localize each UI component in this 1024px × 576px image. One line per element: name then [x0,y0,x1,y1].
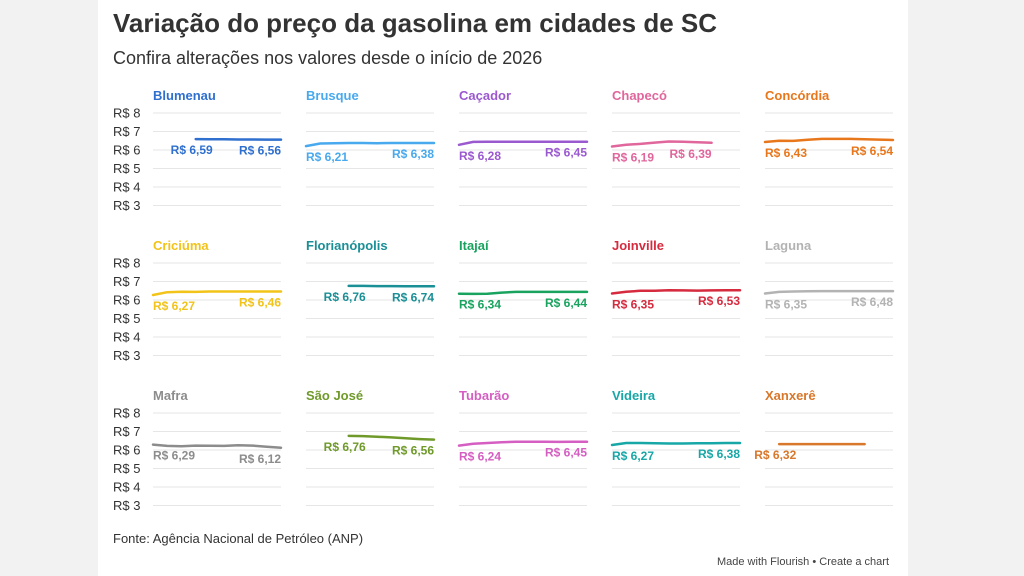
y-tick-label: R$ 6 [113,143,140,158]
end-value-label: R$ 6,38 [698,447,740,461]
y-tick-label: R$ 4 [113,180,140,195]
create-chart-link[interactable]: Create a chart [819,556,889,568]
y-tick-label: R$ 4 [113,330,140,345]
panel-title-brusque: Brusque [306,88,359,103]
end-value-label: R$ 6,74 [392,290,434,304]
y-tick-label: R$ 8 [113,256,140,271]
end-value-label: R$ 6,54 [851,144,893,158]
start-value-label: R$ 6,32 [754,448,796,462]
y-tick-label: R$ 6 [113,443,140,458]
y-tick-label: R$ 7 [113,274,140,289]
panel-title-cacador: Caçador [459,88,511,103]
panel-title-chapeco: Chapecó [612,88,667,103]
end-value-label: R$ 6,56 [239,144,281,158]
start-value-label: R$ 6,19 [612,150,654,164]
start-value-label: R$ 6,43 [765,146,807,160]
y-tick-label: R$ 3 [113,198,140,213]
start-value-label: R$ 6,34 [459,298,501,312]
credit-separator: • [812,556,817,568]
chart-card [98,0,908,576]
start-value-label: R$ 6,76 [324,440,366,454]
panel-title-mafra: Mafra [153,388,188,403]
panel-title-itajai: Itajaí [459,238,489,253]
y-tick-label: R$ 4 [113,480,140,495]
series-line-concordia [763,137,895,144]
end-value-label: R$ 6,45 [545,446,587,460]
start-value-label: R$ 6,59 [171,143,213,157]
y-tick-label: R$ 6 [113,293,140,308]
panel-title-joinville: Joinville [612,238,664,253]
series-line-joinville [610,288,742,295]
end-value-label: R$ 6,45 [545,146,587,160]
panel-title-blumenau: Blumenau [153,88,216,103]
y-tick-label: R$ 8 [113,406,140,421]
made-with-flourish-link[interactable]: Made with Flourish [716,556,810,568]
panel-title-concordia: Concórdia [765,88,830,103]
start-value-label: R$ 6,27 [612,449,654,463]
start-value-label: R$ 6,76 [324,290,366,304]
y-tick-label: R$ 8 [113,106,140,121]
start-value-label: R$ 6,29 [153,449,195,463]
end-value-label: R$ 6,12 [239,452,281,466]
y-tick-label: R$ 7 [113,424,140,439]
series-line-criciuma [151,290,283,297]
panel-title-tubarao: Tubarão [459,388,509,403]
end-value-label: R$ 6,39 [670,147,712,161]
end-value-label: R$ 6,56 [392,444,434,458]
start-value-label: R$ 6,21 [306,150,348,164]
end-value-label: R$ 6,53 [698,294,740,308]
y-tick-label: R$ 5 [113,311,140,326]
y-tick-label: R$ 5 [113,461,140,476]
series-line-laguna [763,289,895,295]
y-tick-label: R$ 3 [113,498,140,513]
series-line-brusque [304,141,436,148]
y-tick-label: R$ 3 [113,348,140,363]
end-value-label: R$ 6,38 [392,147,434,161]
start-value-label: R$ 6,27 [153,299,195,313]
start-value-label: R$ 6,35 [612,298,654,312]
end-value-label: R$ 6,44 [545,296,587,310]
panel-title-laguna: Laguna [765,238,812,253]
start-value-label: R$ 6,35 [765,298,807,312]
series-line-sao-jose [347,434,436,441]
series-line-mafra [151,443,283,450]
y-tick-label: R$ 7 [113,124,140,139]
series-line-videira [610,441,742,447]
chart-title: Variação do preço da gasolina em cidades… [113,8,718,38]
y-tick-label: R$ 5 [113,161,140,176]
series-line-itajai [457,290,589,296]
end-value-label: R$ 6,48 [851,295,893,309]
panel-title-sao-jose: São José [306,388,363,403]
series-line-chapeco [610,140,713,148]
series-line-cacador [457,140,589,147]
source-note: Fonte: Agência Nacional de Petróleo (ANP… [113,531,364,546]
start-value-label: R$ 6,24 [459,450,501,464]
panel-title-florianopolis: Florianópolis [306,238,388,253]
chart-subtitle: Confira alterações nos valores desde o i… [113,48,543,68]
flourish-credit: Made with Flourish • Create a chart [717,556,889,568]
series-line-tubarao [457,440,589,447]
start-value-label: R$ 6,28 [459,149,501,163]
panel-title-xanxere: Xanxerê [765,388,816,403]
panel-title-videira: Videira [612,388,656,403]
end-value-label: R$ 6,46 [239,295,281,309]
series-line-blumenau [194,137,283,141]
panel-title-criciuma: Criciúma [153,238,209,253]
